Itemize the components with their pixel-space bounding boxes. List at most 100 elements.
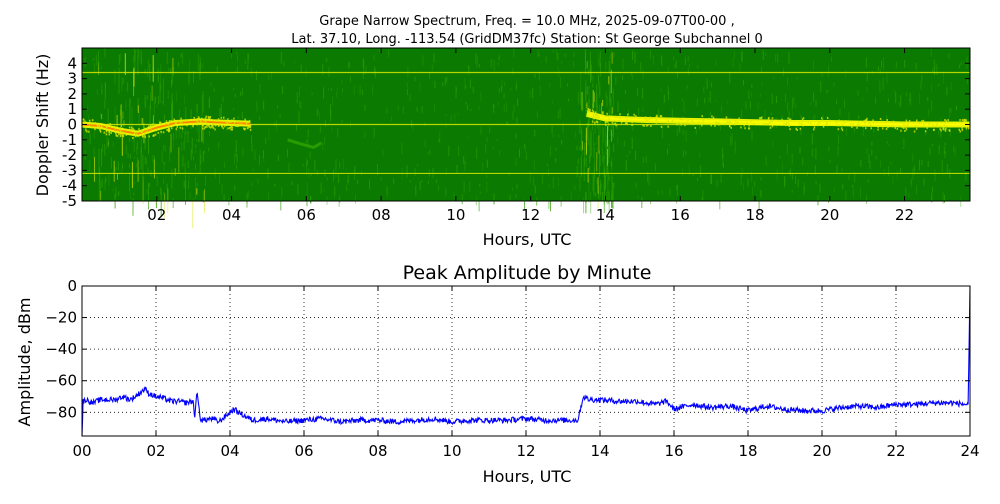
noise-speck — [959, 64, 961, 69]
streak-speck — [138, 111, 140, 140]
trace-speck — [876, 121, 879, 124]
noise-speck — [701, 197, 703, 201]
noise-speck — [675, 60, 677, 69]
streak-speck — [592, 90, 594, 109]
noise-speck — [682, 150, 684, 158]
y-tick-label: −80 — [45, 403, 77, 421]
streak-speck — [598, 185, 600, 200]
streak-speck — [101, 84, 103, 91]
noise-speck — [532, 87, 534, 99]
noise-speck — [133, 192, 135, 195]
trace-speck — [618, 119, 621, 122]
trace-speck — [724, 118, 727, 121]
trace-speck — [591, 109, 594, 112]
noise-speck — [504, 82, 506, 87]
streak-speck — [599, 58, 601, 68]
noise-speck — [455, 88, 457, 93]
trace-speck — [837, 124, 839, 127]
noise-speck — [235, 150, 237, 157]
streak-speck — [597, 177, 599, 194]
trace-speck — [946, 125, 948, 128]
noise-speck — [159, 132, 161, 140]
trace-speck — [915, 127, 918, 130]
noise-speck — [489, 127, 491, 134]
noise-speck — [258, 154, 260, 165]
noise-speck — [771, 93, 773, 104]
noise-speck — [221, 183, 223, 194]
noise-speck — [507, 121, 509, 126]
noise-speck — [347, 174, 349, 183]
streak-speck — [193, 70, 194, 83]
streak-speck — [612, 116, 614, 135]
noise-speck — [765, 52, 767, 56]
noise-speck — [795, 104, 796, 109]
streak-speck — [605, 175, 607, 191]
noise-speck — [653, 55, 655, 65]
streak-speck — [118, 191, 120, 196]
trace-speck — [119, 128, 121, 131]
noise-speck — [879, 80, 881, 93]
trace-speck — [947, 119, 949, 122]
streak-speck — [148, 182, 149, 210]
trace-speck — [680, 123, 682, 126]
trace-speck — [174, 123, 176, 126]
noise-speck — [364, 104, 366, 111]
streak-speck — [128, 163, 130, 169]
trace-speck — [771, 117, 774, 120]
x-tick-label: 06 — [294, 442, 313, 460]
noise-speck — [433, 103, 435, 113]
noise-speck — [751, 171, 753, 182]
trace-speck — [783, 122, 785, 125]
streak-speck — [602, 99, 604, 107]
noise-speck — [915, 62, 917, 71]
noise-speck — [357, 179, 359, 184]
trace-speck — [231, 126, 234, 129]
noise-speck — [310, 173, 312, 177]
noise-speck — [667, 66, 669, 72]
streak-speck — [591, 131, 592, 156]
noise-speck — [187, 131, 189, 135]
trace-speck — [648, 117, 651, 120]
noise-speck — [866, 148, 868, 154]
noise-speck — [909, 93, 911, 105]
trace-speck — [594, 121, 596, 124]
noise-speck — [546, 163, 548, 167]
trace-speck — [838, 119, 840, 122]
trace-speck — [122, 135, 125, 138]
noise-speck — [791, 153, 793, 165]
noise-speck — [632, 50, 634, 60]
noise-speck — [626, 155, 628, 158]
noise-speck — [606, 135, 608, 144]
noise-speck — [475, 52, 477, 65]
streak-speck — [599, 108, 601, 135]
noise-speck — [268, 129, 270, 141]
trace-speck — [606, 120, 609, 123]
streak-speck — [608, 176, 610, 181]
noise-speck — [323, 87, 324, 99]
noise-speck — [574, 185, 576, 190]
noise-speck — [789, 170, 790, 175]
trace-speck — [885, 128, 888, 130]
noise-speck — [689, 64, 691, 68]
trace-speck — [900, 129, 902, 132]
streak-speck — [594, 192, 596, 197]
noise-speck — [813, 92, 814, 102]
x-tick-label: 12 — [516, 442, 535, 460]
trace-speck — [786, 121, 788, 124]
trace-speck — [130, 126, 133, 129]
trace-speck — [796, 129, 798, 131]
noise-speck — [439, 131, 441, 144]
noise-speck — [309, 151, 311, 159]
trace-speck — [90, 126, 93, 129]
trace-speck — [229, 127, 231, 129]
noise-speck — [305, 157, 307, 167]
streak-speck — [108, 172, 110, 187]
trace-speck — [743, 124, 745, 127]
noise-speck — [936, 67, 938, 75]
streak-speck — [106, 130, 108, 150]
streak-speck — [602, 127, 604, 143]
noise-speck — [875, 97, 876, 104]
x-tick-label: 08 — [372, 206, 391, 224]
noise-speck — [836, 164, 838, 174]
noise-speck — [895, 61, 897, 69]
